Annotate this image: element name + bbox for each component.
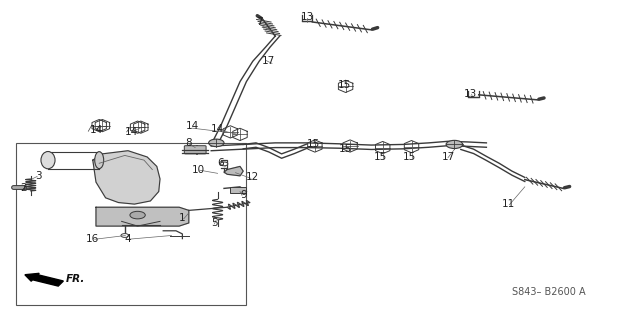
Text: 10: 10 [192,165,205,175]
Text: 14: 14 [186,121,198,131]
Text: S843– B2600 A: S843– B2600 A [512,287,586,297]
Bar [16,143,246,305]
Text: 4: 4 [125,234,131,244]
Circle shape [130,211,145,219]
Bar [230,187,246,193]
FancyArrow shape [25,273,63,286]
Circle shape [446,140,463,149]
Circle shape [209,139,224,147]
Circle shape [192,148,202,153]
Text: 14: 14 [125,127,138,137]
Text: 3: 3 [35,171,42,181]
Polygon shape [96,207,189,226]
Text: 15: 15 [374,152,387,162]
Text: 11: 11 [502,199,515,209]
Text: 12: 12 [246,172,259,182]
Text: 5: 5 [211,218,218,228]
Text: 9: 9 [240,190,246,200]
Text: FR.: FR. [66,273,85,284]
Text: 15: 15 [338,80,351,90]
Text: 2: 2 [20,183,27,193]
Text: 13: 13 [464,89,477,99]
Text: 17: 17 [442,152,454,162]
Ellipse shape [41,152,55,169]
Text: 1: 1 [179,213,186,223]
Circle shape [121,234,129,237]
Text: 17: 17 [262,56,275,66]
Polygon shape [93,151,160,204]
Text: 13: 13 [301,12,314,22]
Text: 15: 15 [339,144,352,154]
Text: 15: 15 [307,139,320,149]
Text: 16: 16 [86,234,99,244]
Text: 15: 15 [403,152,416,162]
FancyBboxPatch shape [184,146,206,154]
Text: 8: 8 [186,138,192,148]
Ellipse shape [95,152,104,169]
Text: 7: 7 [256,17,262,27]
Text: 14: 14 [211,124,224,134]
Circle shape [220,162,228,166]
Polygon shape [224,166,243,176]
Text: 6: 6 [218,158,224,168]
Text: 14: 14 [90,125,102,135]
